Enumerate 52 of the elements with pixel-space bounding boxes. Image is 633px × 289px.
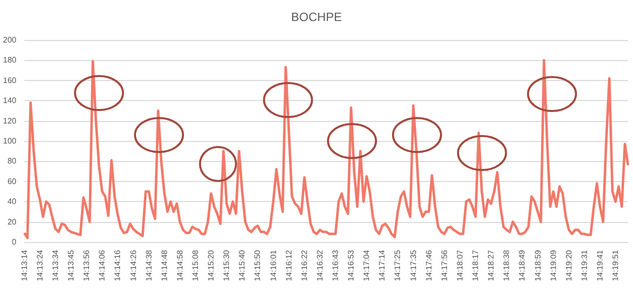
y-tick-label: 160: [2, 76, 17, 85]
x-tick-label: 14:17:35: [408, 249, 418, 282]
x-tick-label: 14:17:25: [393, 249, 402, 282]
x-tick-label: 14:13:45: [66, 249, 76, 282]
x-tick-label: 14:19:09: [548, 249, 558, 282]
x-tick-label: 14:18:27: [486, 249, 496, 282]
x-tick-label: 14:14:06: [98, 249, 107, 282]
x-tick-label: 14:17:14: [378, 249, 387, 282]
line-series: [23, 58, 630, 240]
x-tick-label: 14:17:04: [362, 249, 372, 282]
x-tick-label: 14:19:51: [611, 249, 620, 282]
x-tick-label: 14:19:31: [580, 249, 589, 282]
x-tick-label: 14:15:20: [206, 249, 216, 282]
y-tick-label: 100: [2, 136, 17, 146]
x-tick-label: 14:18:38: [502, 249, 512, 282]
x-tick-label: 14:18:07: [455, 249, 464, 282]
x-tick-label: 14:13:34: [50, 249, 60, 282]
x-tick-label: 14:13:14: [20, 249, 29, 282]
x-tick-label: 14:14:48: [160, 249, 169, 282]
x-tick-label: 14:13:56: [82, 249, 92, 282]
x-tick-label: 14:14:26: [128, 249, 138, 282]
x-tick-label: 14:16:53: [346, 249, 356, 282]
x-tick-label: 14:13:24: [35, 249, 44, 282]
x-tick-label: 14:16:01: [268, 249, 278, 282]
y-tick-label: 40: [7, 197, 17, 206]
x-tick-label: 14:14:58: [175, 249, 184, 282]
y-tick-label: 60: [7, 176, 17, 186]
x-tick-label: 14:15:50: [253, 249, 262, 282]
x-tick-label: 14:15:08: [190, 249, 200, 282]
x-tick-label: 14:16:12: [284, 249, 294, 282]
y-tick-label: 0: [12, 238, 17, 246]
x-tick-label: 14:17:56: [440, 249, 449, 282]
x-tick-label: 14:14:16: [113, 249, 122, 282]
x-tick-label: 14:18:59: [533, 249, 542, 282]
x-tick-label: 14:15:40: [238, 249, 247, 282]
x-tick-label: 14:14:38: [144, 249, 154, 282]
y-tick-label: 120: [2, 116, 17, 126]
y-tick-label: 180: [2, 56, 17, 65]
y-tick-label: 20: [7, 217, 17, 226]
x-tick-label: 14:18:17: [471, 249, 480, 282]
x-tick-label: 14:15:30: [222, 249, 232, 282]
x-tick-label: 14:19:20: [564, 249, 574, 282]
x-tick-label: 14:16:22: [300, 249, 309, 282]
x-tick-label: 14:18:49: [518, 249, 527, 282]
y-tick-label: 200: [2, 36, 17, 44]
x-tick-label: 14:19:41: [595, 249, 604, 282]
y-tick-label: 140: [2, 96, 17, 106]
x-tick-label: 14:17:46: [424, 249, 434, 282]
x-tick-label: 14:16:43: [331, 249, 340, 282]
y-tick-label: 80: [7, 156, 17, 166]
x-tick-label: 14:16:32: [315, 249, 324, 282]
chart-title: BOCHPE: [291, 10, 342, 24]
